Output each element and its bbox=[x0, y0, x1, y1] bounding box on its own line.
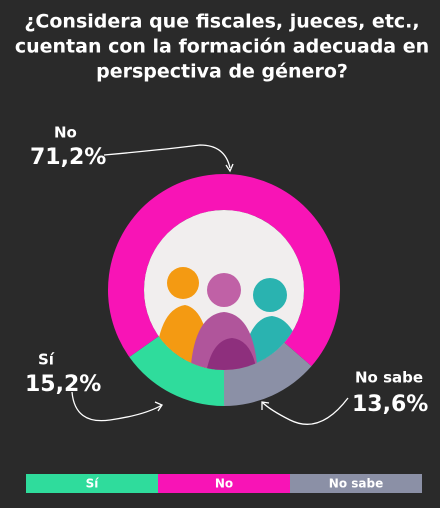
donut-segment bbox=[129, 336, 224, 406]
category-label: Sí bbox=[38, 351, 55, 369]
person bbox=[167, 267, 199, 299]
value-label: 71,2% bbox=[30, 145, 106, 170]
legend-label: No sabe bbox=[329, 477, 383, 491]
title-line: ¿Considera que fiscales, jueces, etc., bbox=[24, 11, 419, 33]
arrow-head bbox=[225, 163, 234, 173]
illustration bbox=[144, 210, 304, 370]
title-line: perspectiva de género? bbox=[96, 61, 348, 83]
legend-swatch bbox=[290, 474, 422, 493]
arrow-si bbox=[71, 391, 163, 422]
annotations: Sí 15,2% No 71,2% No sabe 13,6% bbox=[25, 124, 428, 418]
legend-swatch bbox=[158, 474, 290, 493]
arrows bbox=[71, 144, 349, 425]
legend: Sí No No sabe bbox=[26, 474, 422, 493]
legend-swatch bbox=[26, 474, 158, 493]
person bbox=[253, 278, 287, 312]
title: ¿Considera que fiscales, jueces, etc., cu… bbox=[15, 11, 429, 83]
value-label: 15,2% bbox=[25, 372, 101, 397]
arrow-head bbox=[261, 401, 270, 410]
arrow-head bbox=[154, 401, 163, 412]
arrow-no bbox=[103, 144, 231, 169]
donut-segment bbox=[224, 342, 312, 406]
value-label: 13,6% bbox=[352, 392, 428, 417]
donut bbox=[107, 174, 340, 406]
legend-label: Sí bbox=[86, 477, 100, 491]
category-label: No bbox=[54, 124, 77, 142]
donut-segment bbox=[107, 174, 340, 367]
legend-label: No bbox=[215, 477, 233, 491]
person bbox=[207, 273, 241, 307]
category-label: No sabe bbox=[355, 369, 423, 387]
arrow-nosabe bbox=[261, 397, 349, 425]
title-line: cuentan con la formación adecuada en bbox=[15, 36, 429, 58]
